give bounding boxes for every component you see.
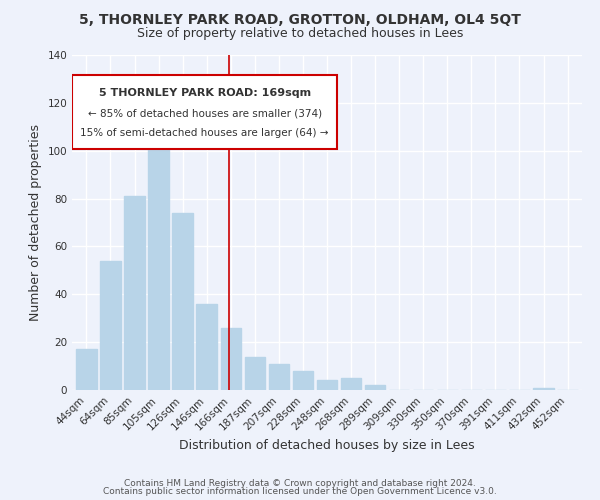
FancyBboxPatch shape [72,75,337,149]
Bar [76,350,97,390]
Bar [365,385,385,390]
Bar [172,213,193,390]
Bar [148,122,169,390]
Bar [221,328,241,390]
Bar [245,356,265,390]
Text: ← 85% of detached houses are smaller (374): ← 85% of detached houses are smaller (37… [88,108,322,118]
Bar [341,378,361,390]
Text: 5 THORNLEY PARK ROAD: 169sqm: 5 THORNLEY PARK ROAD: 169sqm [98,88,311,98]
Text: Contains public sector information licensed under the Open Government Licence v3: Contains public sector information licen… [103,487,497,496]
X-axis label: Distribution of detached houses by size in Lees: Distribution of detached houses by size … [179,438,475,452]
Bar [124,196,145,390]
Text: Contains HM Land Registry data © Crown copyright and database right 2024.: Contains HM Land Registry data © Crown c… [124,478,476,488]
Bar [533,388,554,390]
Text: 15% of semi-detached houses are larger (64) →: 15% of semi-detached houses are larger (… [80,128,329,138]
Bar [196,304,217,390]
Bar [317,380,337,390]
Bar [100,261,121,390]
Bar [269,364,289,390]
Bar [293,371,313,390]
Text: 5, THORNLEY PARK ROAD, GROTTON, OLDHAM, OL4 5QT: 5, THORNLEY PARK ROAD, GROTTON, OLDHAM, … [79,12,521,26]
Y-axis label: Number of detached properties: Number of detached properties [29,124,42,321]
Text: Size of property relative to detached houses in Lees: Size of property relative to detached ho… [137,28,463,40]
